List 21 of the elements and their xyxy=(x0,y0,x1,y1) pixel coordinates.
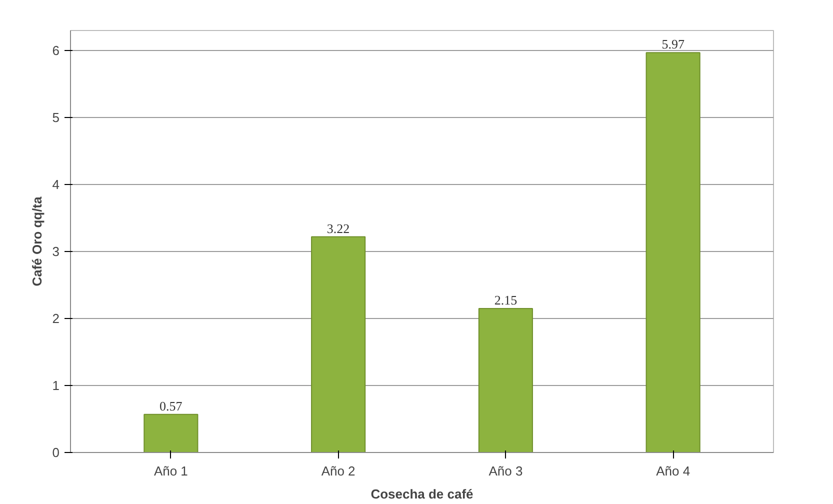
y-tick-label: 4 xyxy=(52,177,60,192)
bar xyxy=(646,52,700,452)
y-tick-label: 5 xyxy=(52,110,60,126)
y-tick-label: 1 xyxy=(52,378,60,394)
y-tick-label: 2 xyxy=(52,311,60,326)
bar xyxy=(311,236,366,452)
x-tick-label: Año 4 xyxy=(656,464,690,478)
data-label: 0.57 xyxy=(160,398,183,414)
data-label: 5.97 xyxy=(662,36,685,52)
y-tick-label: 0 xyxy=(52,445,60,460)
x-tick-label: Año 1 xyxy=(154,464,188,478)
x-tick-label: Año 2 xyxy=(321,464,356,478)
bar xyxy=(478,308,533,452)
y-axis-title: Café Oro qq/ta xyxy=(29,196,44,286)
x-tick-label: Año 3 xyxy=(488,464,523,478)
x-axis-title: Cosecha de café xyxy=(370,486,474,502)
y-tick-label: 3 xyxy=(52,244,60,260)
y-tick-label: 6 xyxy=(52,43,60,58)
data-label: 2.15 xyxy=(494,292,518,308)
bar xyxy=(144,414,198,452)
data-label: 3.22 xyxy=(326,220,350,236)
